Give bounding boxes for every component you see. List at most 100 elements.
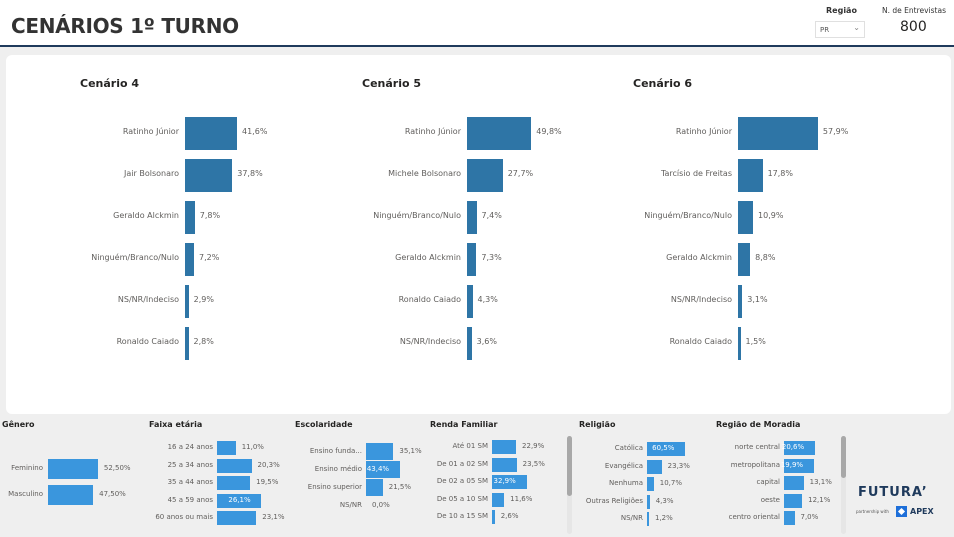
category-label: Outras Religiões [585, 496, 643, 505]
category-value: 22,9% [522, 442, 545, 450]
scenario-bar[interactable] [738, 285, 743, 318]
category-bar[interactable] [492, 440, 517, 454]
candidate-label: Ninguém/Branco/Nulo [644, 211, 732, 220]
category-bar[interactable] [217, 511, 257, 525]
category-bar[interactable] [784, 458, 814, 473]
scenario-bar[interactable] [467, 243, 477, 276]
panel-row: 25 a 34 anos 20,3% [0, 458, 280, 473]
scenario-bar[interactable] [467, 285, 473, 318]
region-dropdown[interactable]: PR ⌄ [815, 21, 865, 38]
category-label: Ensino funda... [309, 446, 362, 455]
category-bar[interactable] [366, 461, 400, 478]
category-label: Feminino [11, 464, 43, 472]
category-bar[interactable] [492, 510, 495, 524]
category-value: 52,50% [103, 464, 131, 472]
bar-value-label: 7,4% [481, 211, 502, 220]
category-value: 10,7% [659, 479, 682, 487]
category-bar[interactable] [647, 494, 650, 509]
scenario-bar[interactable] [185, 243, 194, 276]
chevron-down-icon[interactable]: ⌄ [853, 23, 860, 32]
category-bar[interactable] [217, 476, 251, 490]
scenario-bar[interactable] [738, 243, 751, 276]
category-label: norte central [734, 443, 780, 451]
region-filter-label: Região [826, 6, 857, 15]
scenario-bar-group: 10,9% [738, 201, 938, 235]
category-value: 21,5% [388, 482, 412, 491]
category-label: Até 01 SM [452, 442, 488, 450]
scenario-bar[interactable] [738, 201, 754, 234]
panel-row: capital 13,1% [0, 476, 832, 490]
category-bar[interactable] [492, 492, 505, 507]
scenario-bar-group: 2,9% [185, 285, 385, 319]
scenario-row: Ronaldo Caiado [6, 327, 732, 361]
category-bar[interactable] [217, 458, 252, 473]
scenario-row: Ninguém/Branco/Nulo [6, 201, 461, 235]
scenario-bar[interactable] [185, 117, 237, 150]
header-divider [0, 45, 954, 47]
category-bar[interactable] [784, 476, 804, 490]
panel-row: Católica 60,5% [0, 442, 686, 456]
regiao-scrollbar[interactable] [841, 436, 846, 534]
bar-value-label: 2,8% [193, 337, 214, 346]
scenario-bar[interactable] [467, 201, 477, 234]
category-label: Evangélica [604, 461, 643, 470]
category-value: 1,2% [655, 514, 673, 522]
category-value: 20,6% [781, 443, 805, 451]
category-bar[interactable] [48, 485, 94, 505]
category-label: 25 a 34 anos [167, 460, 213, 469]
scenario-bar[interactable] [467, 159, 503, 192]
panel-row: NS/NR 0,0% [0, 497, 390, 514]
candidate-label: Geraldo Alckmin [395, 253, 461, 262]
category-bar[interactable] [492, 457, 517, 472]
renda-scrollbar-thumb[interactable] [567, 436, 572, 496]
panel-row: Nenhuma 10,7% [0, 477, 682, 491]
scenario-bar-group: 7,8% [185, 201, 385, 235]
panel-row: De 02 a 05 SM 32,9% [0, 475, 527, 489]
scenario-bar-group: 27,7% [467, 159, 667, 193]
category-bar[interactable] [217, 441, 236, 455]
category-bar[interactable] [217, 493, 262, 508]
renda-scrollbar[interactable] [567, 436, 572, 534]
category-bar[interactable] [366, 443, 394, 460]
scenario-row: Ratinho Júnior [6, 117, 461, 151]
regiao-scrollbar-thumb[interactable] [841, 436, 846, 478]
scenario-bar[interactable] [185, 159, 233, 192]
category-label: 45 a 59 anos [167, 495, 213, 504]
category-bar[interactable] [492, 475, 527, 489]
category-value: 11,6% [510, 494, 533, 503]
scenario-title: Cenário 6 [633, 77, 693, 90]
panel-row: Até 01 SM 22,9% [0, 440, 544, 454]
scenario-bar[interactable] [185, 285, 189, 318]
category-bar[interactable] [48, 459, 98, 479]
category-value: 12,1% [808, 495, 831, 504]
category-bar[interactable] [647, 442, 686, 456]
scenario-bar-group: 41,6% [185, 117, 385, 151]
category-label: NS/NR [339, 500, 362, 509]
futura-brand: FUTURA’ [858, 485, 928, 500]
category-bar[interactable] [366, 479, 383, 496]
region-dropdown-value: PR [820, 26, 830, 34]
category-bar[interactable] [784, 511, 795, 525]
scenario-row: NS/NR/Indeciso [6, 327, 461, 361]
scenario-bar-group: 37,8% [185, 159, 385, 193]
scenario-row: Ratinho Júnior [6, 117, 179, 151]
category-bar[interactable] [784, 493, 803, 508]
scenario-bar[interactable] [738, 159, 763, 192]
panel-row: 16 a 24 anos 11,0% [0, 441, 264, 455]
panel-row: 35 a 44 anos 19,5% [0, 476, 278, 490]
scenario-bar[interactable] [185, 201, 195, 234]
candidate-label: Ronaldo Caiado [398, 295, 461, 304]
scenario-bar[interactable] [738, 117, 818, 150]
scenario-bar[interactable] [185, 327, 189, 360]
category-bar[interactable] [647, 459, 662, 474]
scenario-bar[interactable] [467, 117, 532, 150]
category-bar[interactable] [784, 441, 815, 455]
scenario-bar[interactable] [467, 327, 472, 360]
scenario-bar[interactable] [738, 327, 741, 360]
category-label: De 10 a 15 SM [436, 512, 488, 520]
category-bar[interactable] [647, 477, 654, 491]
category-bar[interactable] [647, 512, 649, 526]
bar-value-label: 49,8% [536, 127, 562, 136]
candidate-label: Ratinho Júnior [404, 127, 461, 136]
bar-value-label: 2,9% [193, 295, 214, 304]
